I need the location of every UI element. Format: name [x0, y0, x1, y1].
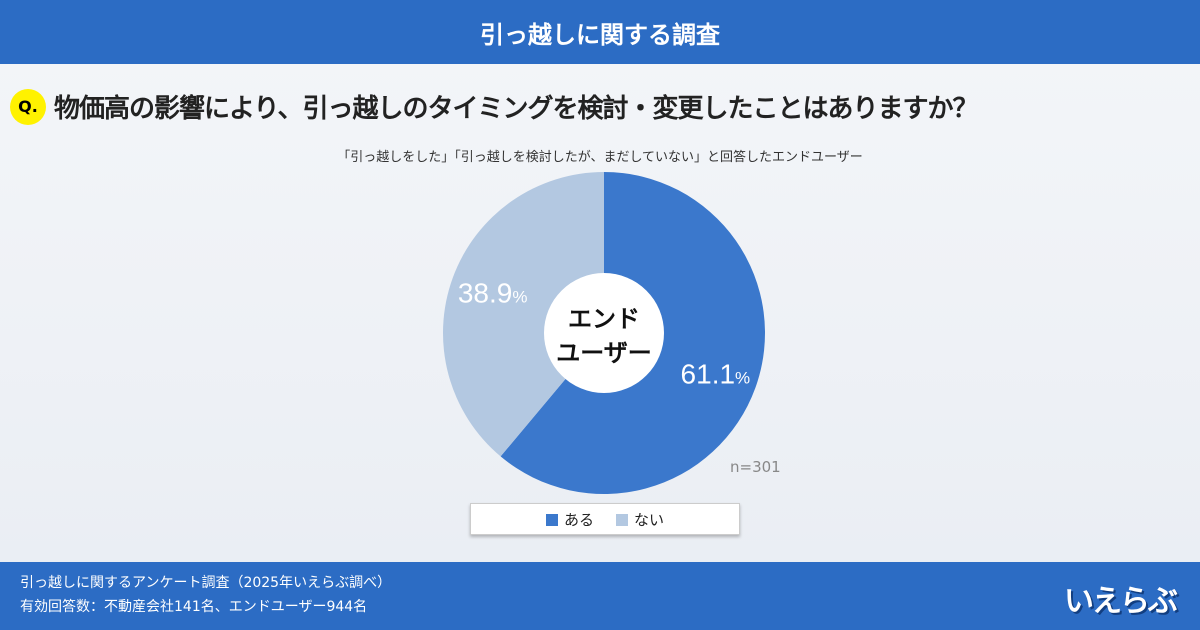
footer: 引っ越しに関するアンケート調査（2025年いえらぶ調べ） 有効回答数：不動産会社…: [0, 562, 1200, 630]
footer-line1: 引っ越しに関するアンケート調査（2025年いえらぶ調べ）: [20, 575, 392, 591]
legend: ある ない: [470, 503, 740, 535]
sample-size: n=301: [730, 458, 781, 476]
slice-1: [443, 172, 604, 457]
subtitle: 「引っ越しをした」「引っ越しを検討したが、まだしていない」と回答したエンドユーザ…: [337, 150, 863, 165]
question-badge: Q.: [10, 88, 46, 125]
question: Q. 物価高の影響により、引っ越しのタイミングを検討・変更したことはありますか？: [10, 88, 978, 125]
legend-item-nai: ない: [616, 509, 664, 530]
footer-line2: 有効回答数：不動産会社141名、エンドユーザー944名: [20, 599, 368, 615]
center-label: エンド: [568, 305, 640, 333]
legend-swatch: [616, 513, 628, 526]
question-text: 物価高の影響により、引っ越しのタイミングを検討・変更したことはありますか？: [54, 94, 978, 124]
legend-swatch: [545, 513, 558, 526]
header-title: 引っ越しに関する調査: [0, 0, 1200, 64]
legend-item-aru: ある: [545, 509, 594, 530]
donut-hole: [544, 273, 664, 393]
center-label: ユーザー: [556, 339, 652, 367]
logo: いえらぶ: [1064, 584, 1178, 619]
